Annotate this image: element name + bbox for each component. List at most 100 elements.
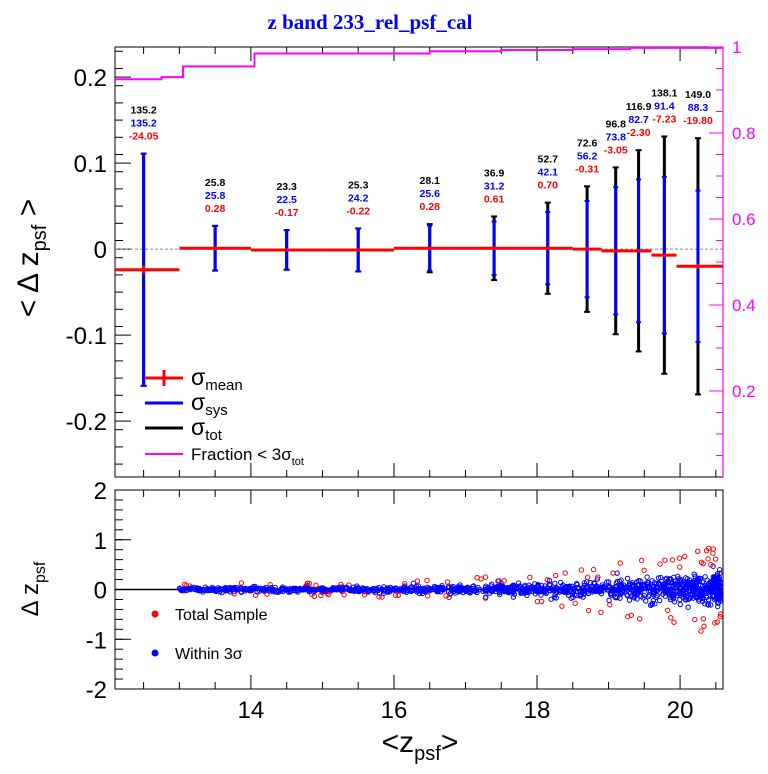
bin-value-label: 23.3 [276,181,297,193]
scatter-point-within [708,587,715,593]
scatter-point-within [680,591,687,598]
scatter-point-within [385,588,392,594]
bin-value-label: 72.6 [577,137,598,149]
scatter-point-total [552,572,559,579]
bottom-y-tick-label: -1 [86,627,107,654]
bin-value-label: 88.3 [688,102,709,114]
scatter-point-within [577,588,583,595]
scatter-point-within [559,584,565,590]
scatter-point-within [181,588,187,594]
scatter-point-within [600,583,606,590]
right-y-tick-label: 0.6 [732,210,756,229]
scatter-point-within [483,594,489,600]
scatter-point-within [645,585,651,591]
scatter-point-within [696,596,702,602]
error-bars-layer [115,135,723,396]
scatter-point-total [424,593,431,599]
scatter-point-total [534,598,541,605]
bin-value-label: 36.9 [484,167,505,179]
scatter-point-within [334,586,340,593]
scatter-point-within [229,585,235,591]
scatter-point-within [675,573,681,580]
scatter-point-total [677,564,683,570]
scatter-point-within [581,580,588,586]
scatter-point-within [271,587,277,593]
bin-value-label: 0.28 [205,203,226,215]
scatter-point-within [349,587,355,594]
scatter-point-within [330,586,337,592]
scatter-point-within [596,589,602,595]
bin-value-label: 116.9 [626,101,652,113]
scatter-point-within [242,585,249,591]
scatter-point-within [339,586,346,592]
scatter-point-within [521,590,528,597]
bin-value-label: 28.1 [420,175,441,187]
scatter-point-within [538,592,544,598]
scatter-point-within [495,587,502,593]
scatter-point-total [424,577,430,584]
scatter-point-within [551,594,557,601]
bin-value-label: -24.05 [129,131,159,143]
scatter-point-within [614,570,620,576]
x-tick-label: 14 [238,697,265,724]
bottom-legend: Total Sample Within 3σ [151,607,268,663]
scatter-point-within [651,592,657,598]
scatter-point-within [663,575,670,581]
scatter-point-total [712,556,719,562]
scatter-point-within [530,585,537,592]
bottom-panel: 2 1 0 -1 -2 14 16 18 20 Δ zpsf Total Sample Wit… [17,478,724,765]
scatter-point-total [695,548,701,555]
scatter-point-within [686,577,693,583]
scatter-point-within [506,589,513,595]
legend-total-label: Total Sample [175,607,268,624]
scatter-point-total [595,574,601,580]
scatter-point-within [613,584,620,590]
scatter-point-total [495,578,501,584]
bottom-y-tick-label: 0 [94,578,107,605]
scatter-point-within [699,593,705,599]
scatter-point-within [679,581,686,587]
scatter-point-within [543,590,549,596]
scatter-point-within [653,581,659,587]
scatter-point-within [640,595,646,601]
scatter-point-total [395,592,401,599]
scatter-point-within [518,586,525,593]
bottom-y-axis-label: Δ zpsf [17,561,49,616]
top-legend: σmean σsys σtot Fraction < 3σtot [145,364,304,468]
scatter-point-within [659,583,666,590]
bin-value-label: 25.3 [348,179,369,191]
scatter-point-within [690,595,696,601]
scatter-point-within [630,588,636,594]
scatter-point-within [687,595,693,601]
scatter-point-within [626,597,633,603]
scatter-point-within [317,586,324,592]
scatter-point-within [578,591,584,598]
legend-within-label: Within 3σ [175,646,243,663]
scatter-point-within [670,582,676,589]
scatter-point-within [655,580,662,586]
scatter-point-within [404,587,411,594]
scatter-point-within [666,576,673,582]
bin-value-label: 91.4 [654,100,675,112]
scatter-point-within [424,584,430,591]
scatter-point-within [535,582,541,588]
scatter-point-total [326,591,332,598]
scatter-point-within [677,601,683,608]
bin-value-label: 96.8 [605,118,626,130]
bin-value-labels: 135.2135.2-24.0525.825.80.2823.322.5-0.1… [129,87,713,219]
legend-fraction-label: Fraction < 3σtot [191,445,304,468]
scatter-point-within [716,592,722,599]
bottom-y-tick-label: -2 [86,677,107,704]
scatter-point-total [682,553,688,559]
scatter-point-within [460,585,466,591]
scatter-point-within [565,585,572,591]
scatter-point-within [618,577,624,583]
scatter-point-within [682,596,688,602]
bin-value-label: 82.7 [628,114,649,126]
scatter-point-within [446,583,452,589]
scatter-point-within [715,603,721,610]
scatter-point-total [638,557,645,564]
top-y-tick-label: 0.1 [74,151,107,178]
scatter-point-total [692,616,698,623]
